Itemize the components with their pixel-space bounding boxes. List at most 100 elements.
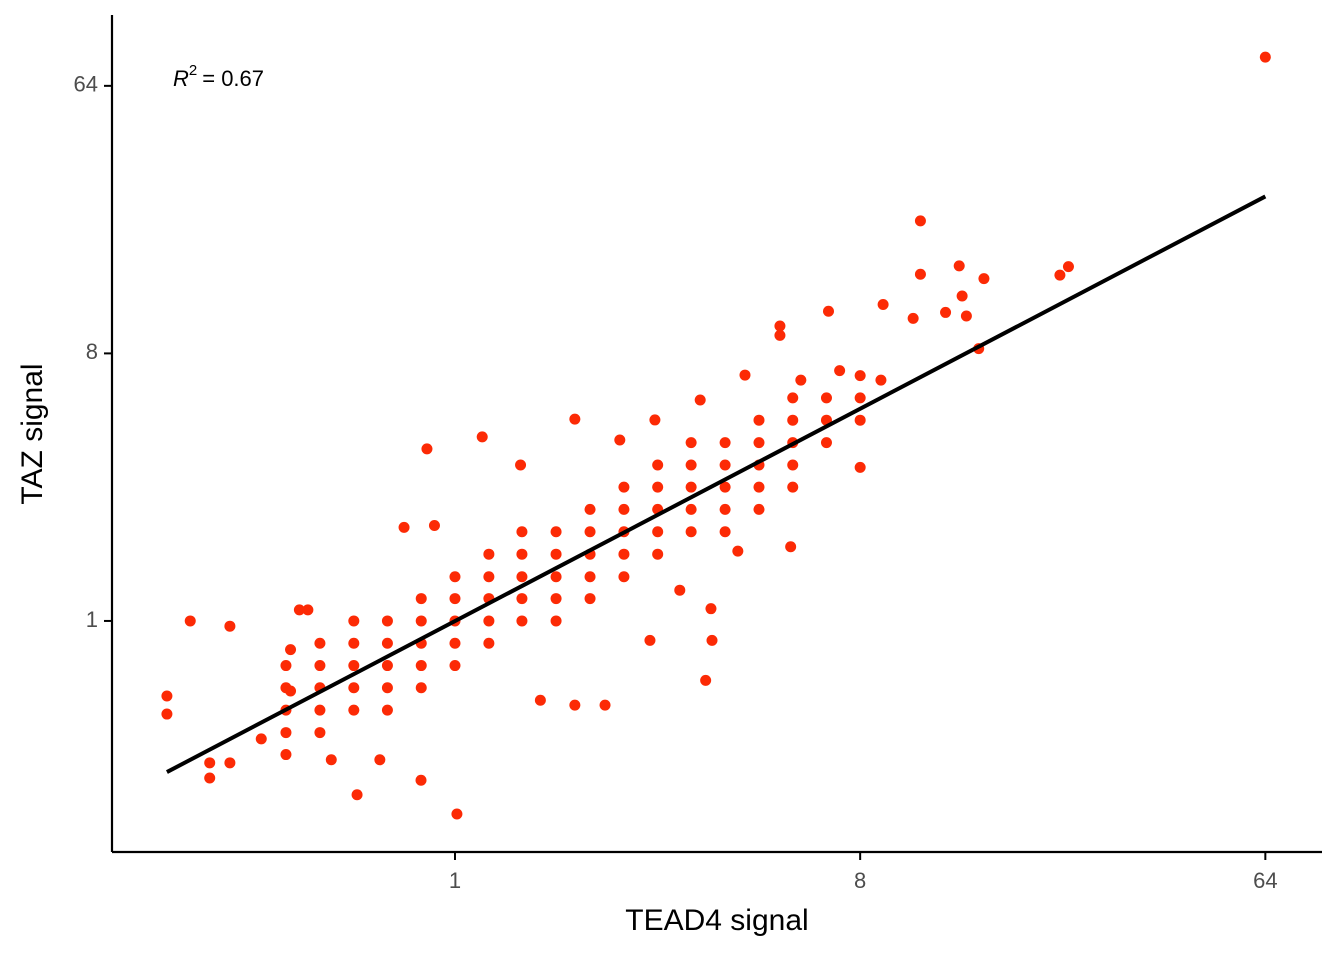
point [877,298,889,310]
point [348,704,360,716]
point [398,521,410,533]
x-tick-label: 1 [449,868,461,893]
point [785,541,797,553]
point [614,434,626,446]
point [685,481,697,493]
point [705,603,717,615]
point [381,704,393,716]
point [822,305,834,317]
point [907,312,919,324]
point [449,571,461,583]
point [1062,261,1074,273]
point [584,593,596,605]
point [516,615,528,627]
point [224,757,236,769]
point [325,754,337,766]
point [348,615,360,627]
point [618,481,630,493]
point [753,414,765,426]
point [652,548,664,560]
point [302,604,314,616]
point [314,704,326,716]
point [652,459,664,471]
point [280,660,292,672]
point [421,443,433,455]
point [285,644,297,656]
y-tick-label: 64 [74,72,98,97]
point [774,329,786,341]
point [584,503,596,515]
point [854,461,866,473]
annotation: R2 = 0.67 [173,62,264,91]
point [293,604,305,616]
point [314,727,326,739]
point [820,437,832,449]
point [674,584,686,596]
point [550,548,562,560]
fit-line [165,194,1267,774]
point [449,660,461,672]
point [449,593,461,605]
point [685,526,697,538]
point [685,503,697,515]
point [449,637,461,649]
point [381,660,393,672]
point [787,459,799,471]
point [956,290,968,302]
point [415,682,427,694]
x-axis-title: TEAD4 signal [625,904,808,937]
point [314,637,326,649]
point [584,571,596,583]
point [652,481,664,493]
point [820,392,832,404]
point [381,682,393,694]
point [483,571,495,583]
point [516,593,528,605]
annotation-exponent: 2 [189,62,197,79]
point [732,545,744,557]
point [184,615,196,627]
point [618,548,630,560]
point [652,526,664,538]
point [550,571,562,583]
point [685,459,697,471]
point [914,215,926,227]
point [516,571,528,583]
point [854,392,866,404]
point [161,708,173,720]
point [348,682,360,694]
point [415,660,427,672]
point [787,414,799,426]
x-tick-label: 8 [854,868,866,893]
point [644,634,656,646]
point [569,699,581,711]
point [694,394,706,406]
point [483,615,495,627]
point [515,459,527,471]
point [224,620,236,632]
point [700,674,712,686]
point [618,503,630,515]
point [914,268,926,280]
point [314,660,326,672]
point [739,369,751,381]
point [348,660,360,672]
point [161,690,173,702]
point [719,526,731,538]
point [569,413,581,425]
point [719,459,731,471]
point [483,548,495,560]
y-axis-title: TAZ signal [16,363,49,504]
y-tick-label: 8 [86,339,98,364]
point [348,637,360,649]
point [415,615,427,627]
point [255,733,267,745]
point [428,519,440,531]
point [374,754,386,766]
point [584,526,596,538]
point [940,306,952,318]
point [649,414,661,426]
point [787,392,799,404]
